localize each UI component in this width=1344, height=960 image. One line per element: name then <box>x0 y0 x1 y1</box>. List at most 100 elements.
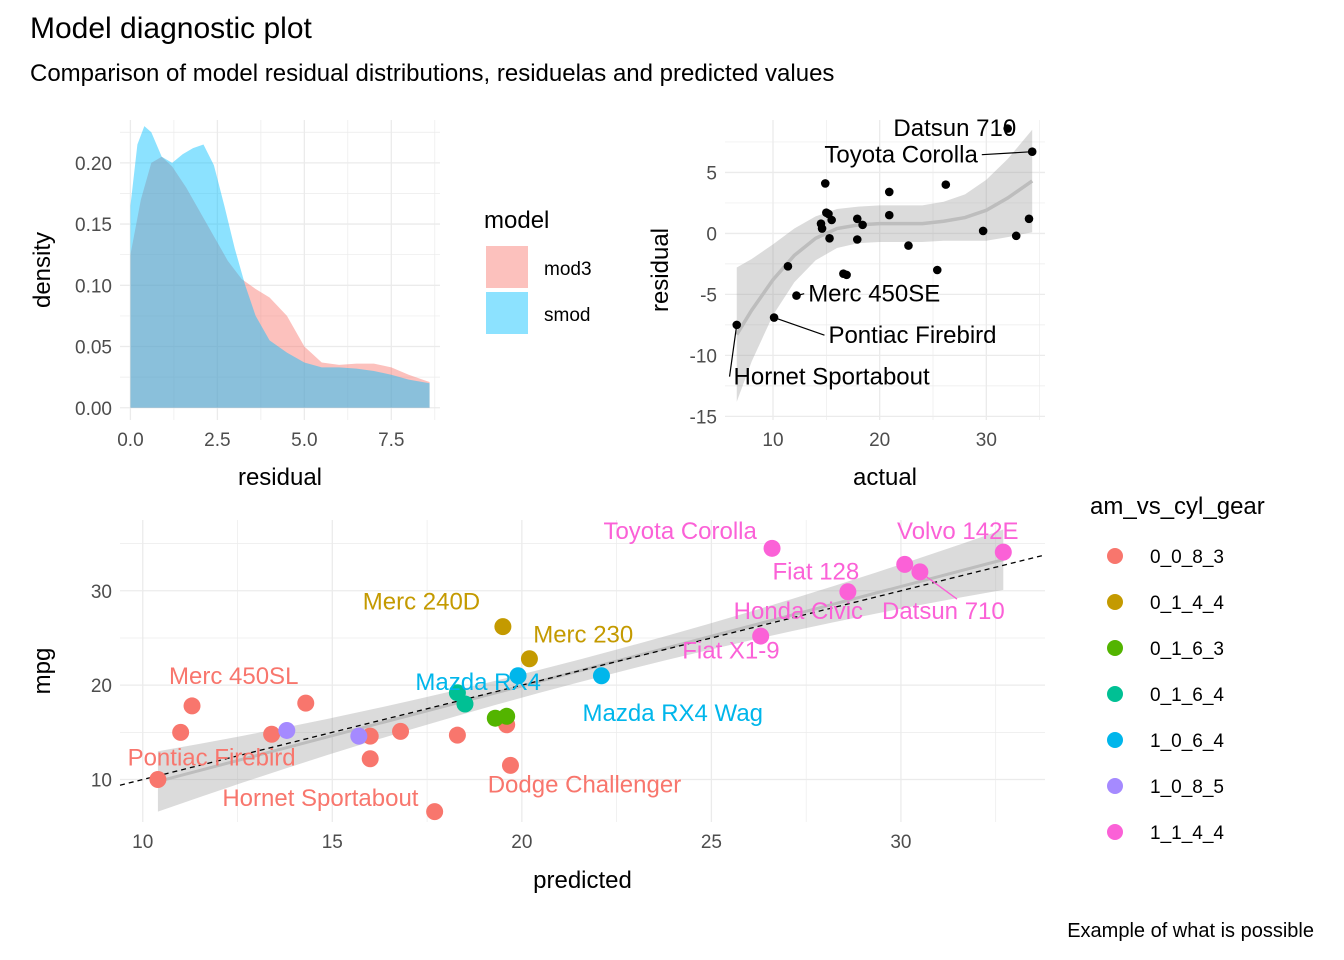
x-axis-label: residual <box>238 464 322 491</box>
x-tick-label: 5.0 <box>291 430 317 451</box>
point-label: Fiat X1-9 <box>682 638 779 665</box>
point-label: Pontiac Firebird <box>828 322 996 349</box>
data-point <box>1011 231 1021 241</box>
density-area-mod3 <box>130 156 430 408</box>
data-point-0_1_4_4 <box>494 618 512 636</box>
legend-label-0_1_4_4: 0_1_4_4 <box>1150 593 1224 614</box>
data-point <box>884 187 894 197</box>
point-label: Volvo 142E <box>897 518 1018 545</box>
predicted-panel: 10 15 20 25 30 10 20 30 Toyota Corolla Volvo 142E… <box>29 518 1046 894</box>
legend-label-0_0_8_3: 0_0_8_3 <box>1150 547 1224 568</box>
data-point-1_0_8_5 <box>350 727 368 745</box>
point-label: Honda Civic <box>734 598 863 625</box>
data-point <box>941 180 951 189</box>
point-label: Hornet Sportabout <box>734 364 930 391</box>
y-tick-label: 0 <box>706 224 717 245</box>
legend-label-smod: smod <box>544 305 590 326</box>
smooth-line <box>735 179 1034 336</box>
data-point <box>852 235 862 244</box>
plot-subtitle: Comparison of model residual distributio… <box>30 60 835 87</box>
legend-key-mod3 <box>486 246 528 288</box>
legend-label-1_0_6_4: 1_0_6_4 <box>1150 731 1224 752</box>
data-point-1_1_4_4 <box>896 555 914 573</box>
data-point-0_0_8_3 <box>172 723 190 741</box>
point-label: Merc 450SE <box>808 281 940 308</box>
point-label: Fiat 128 <box>773 558 860 585</box>
x-tick-label: 20 <box>869 430 890 451</box>
x-tick-label: 0.0 <box>117 430 143 451</box>
smooth-line <box>157 558 1004 783</box>
density-legend: model mod3 smod <box>484 207 592 334</box>
data-point-0_0_8_3 <box>501 756 519 774</box>
data-point-0_0_8_3 <box>426 803 444 821</box>
point-label: Hornet Sportabout <box>222 785 418 812</box>
y-tick-label: 0.05 <box>75 338 112 359</box>
y-tick-label: -10 <box>690 346 717 367</box>
legend-key-1_1_4_4 <box>1107 824 1123 840</box>
smooth-confidence-band <box>736 129 1033 402</box>
point-label: Toyota Corolla <box>824 142 978 169</box>
x-tick-label: 2.5 <box>204 430 230 451</box>
label-leader-line <box>981 151 1033 156</box>
x-tick-label: 25 <box>701 832 722 853</box>
data-point <box>932 265 942 275</box>
y-tick-label: 0.15 <box>75 215 112 236</box>
legend-key-1_0_8_5 <box>1107 778 1123 794</box>
data-point <box>783 262 793 271</box>
data-point-1_0_6_4 <box>509 667 527 685</box>
data-point-0_0_8_3 <box>149 771 167 789</box>
data-point-0_1_4_4 <box>520 650 538 668</box>
data-point <box>1024 214 1034 224</box>
point-label: Dodge Challenger <box>488 772 681 799</box>
x-axis-label: predicted <box>533 867 632 894</box>
data-point-1_1_4_4 <box>994 543 1012 561</box>
data-point <box>904 241 913 250</box>
data-point <box>827 215 836 225</box>
plot-caption: Example of what is possible <box>1067 920 1314 942</box>
x-axis-label: actual <box>853 464 917 491</box>
data-point-1_0_6_4 <box>592 667 610 685</box>
data-point <box>817 224 827 233</box>
y-tick-label: 30 <box>91 582 112 603</box>
label-leader-line <box>773 316 825 336</box>
x-tick-label: 10 <box>132 832 153 853</box>
point-label: Pontiac Firebird <box>128 744 296 771</box>
data-point-0_0_8_3 <box>183 697 201 715</box>
legend-title: model <box>484 207 549 234</box>
x-tick-label: 20 <box>511 832 532 853</box>
y-tick-label: 0.10 <box>75 276 112 297</box>
data-point <box>858 220 867 230</box>
data-point <box>884 210 894 220</box>
y-tick-label: -5 <box>700 285 717 306</box>
point-label: Mazda RX4 <box>415 669 540 696</box>
label-leader-line <box>728 324 738 377</box>
legend-label-0_1_6_3: 0_1_6_3 <box>1150 639 1224 660</box>
legend-title: am_vs_cyl_gear <box>1090 493 1265 520</box>
x-tick-label: 30 <box>976 430 997 451</box>
y-tick-label: 20 <box>91 676 112 697</box>
y-tick-label: -15 <box>690 407 717 428</box>
point-label: Datsun 710 <box>893 115 1016 142</box>
legend-label-0_1_6_4: 0_1_6_4 <box>1150 685 1224 706</box>
data-point-0_0_8_3 <box>263 725 281 743</box>
plot-title: Model diagnostic plot <box>30 12 312 45</box>
y-tick-label: 0.20 <box>75 154 112 175</box>
label-leader-line <box>919 571 958 600</box>
y-tick-label: 0.00 <box>75 399 112 420</box>
data-point <box>978 226 988 236</box>
group-legend: am_vs_cyl_gear 0_0_8_3 0_1_4_4 0_1_6_3 0_1_6… <box>1090 493 1265 844</box>
data-point-1_1_4_4 <box>752 627 770 645</box>
legend-key-0_0_8_3 <box>1107 548 1123 564</box>
legend-label-1_0_8_5: 1_0_8_5 <box>1150 777 1224 798</box>
x-tick-label: 7.5 <box>378 430 404 451</box>
data-point-0_0_8_3 <box>361 750 379 768</box>
point-label: Mazda RX4 Wag <box>583 700 764 727</box>
data-point-1_0_8_5 <box>278 721 296 739</box>
x-tick-label: 15 <box>322 832 343 853</box>
data-point-0_1_6_4 <box>448 684 466 702</box>
data-point <box>825 233 834 243</box>
x-tick-label: 30 <box>890 832 911 853</box>
